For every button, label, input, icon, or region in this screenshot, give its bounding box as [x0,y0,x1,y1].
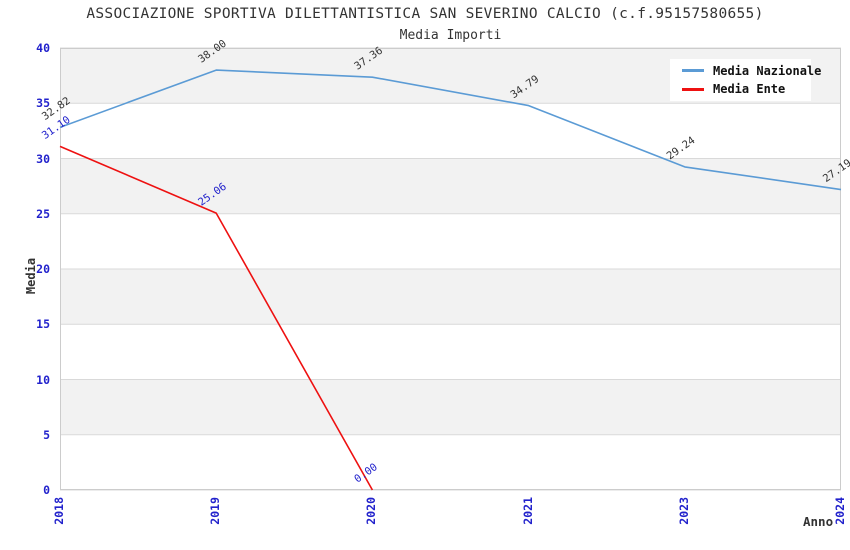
x-tick-label: 2021 [520,497,535,525]
series-line-1 [59,145,374,491]
y-tick-label: 20 [36,262,50,276]
legend-label: Media Nazionale [713,63,822,78]
x-tick-label: 2023 [676,497,691,525]
x-tick-label: 2020 [364,497,379,525]
y-axis-ticks: 0 5 10 15 20 25 30 35 40 [0,41,50,497]
data-label: 0.00 [352,461,380,485]
x-tick-label: 2024 [833,497,847,525]
x-tick-label: 2018 [52,497,66,525]
x-axis-ticks: 2018 2019 2020 2021 2023 2024 [52,495,847,540]
y-tick-label: 25 [36,206,50,221]
y-tick-label: 40 [36,41,50,55]
legend-line-swatch-icon [682,87,704,91]
y-tick-label: 0 [43,483,50,497]
y-tick-label: 30 [36,151,50,166]
x-axis-label: Anno [803,514,834,529]
plot-border [60,48,841,490]
chart-subtitle: Media Importi [399,28,502,43]
series-line-0 [59,69,842,191]
plot-band [60,269,841,325]
y-tick-label: 35 [36,96,50,111]
y-tick-label: 15 [36,317,50,332]
legend-line-swatch-icon [682,69,704,73]
x-tick-label: 2019 [208,497,223,525]
chart-title: ASSOCIAZIONE SPORTIVA DILETTANTISTICA SA… [86,6,764,22]
plot-band [60,158,841,214]
legend: Media Nazionale Media Ente [670,59,821,101]
legend-entry-media-ente: Media Ente [682,82,811,96]
y-tick-label: 10 [36,372,50,387]
plot-band [60,379,841,435]
legend-entry-media-nazionale: Media Nazionale [682,64,821,78]
legend-label: Media Ente [713,82,786,97]
y-tick-label: 5 [43,427,50,442]
